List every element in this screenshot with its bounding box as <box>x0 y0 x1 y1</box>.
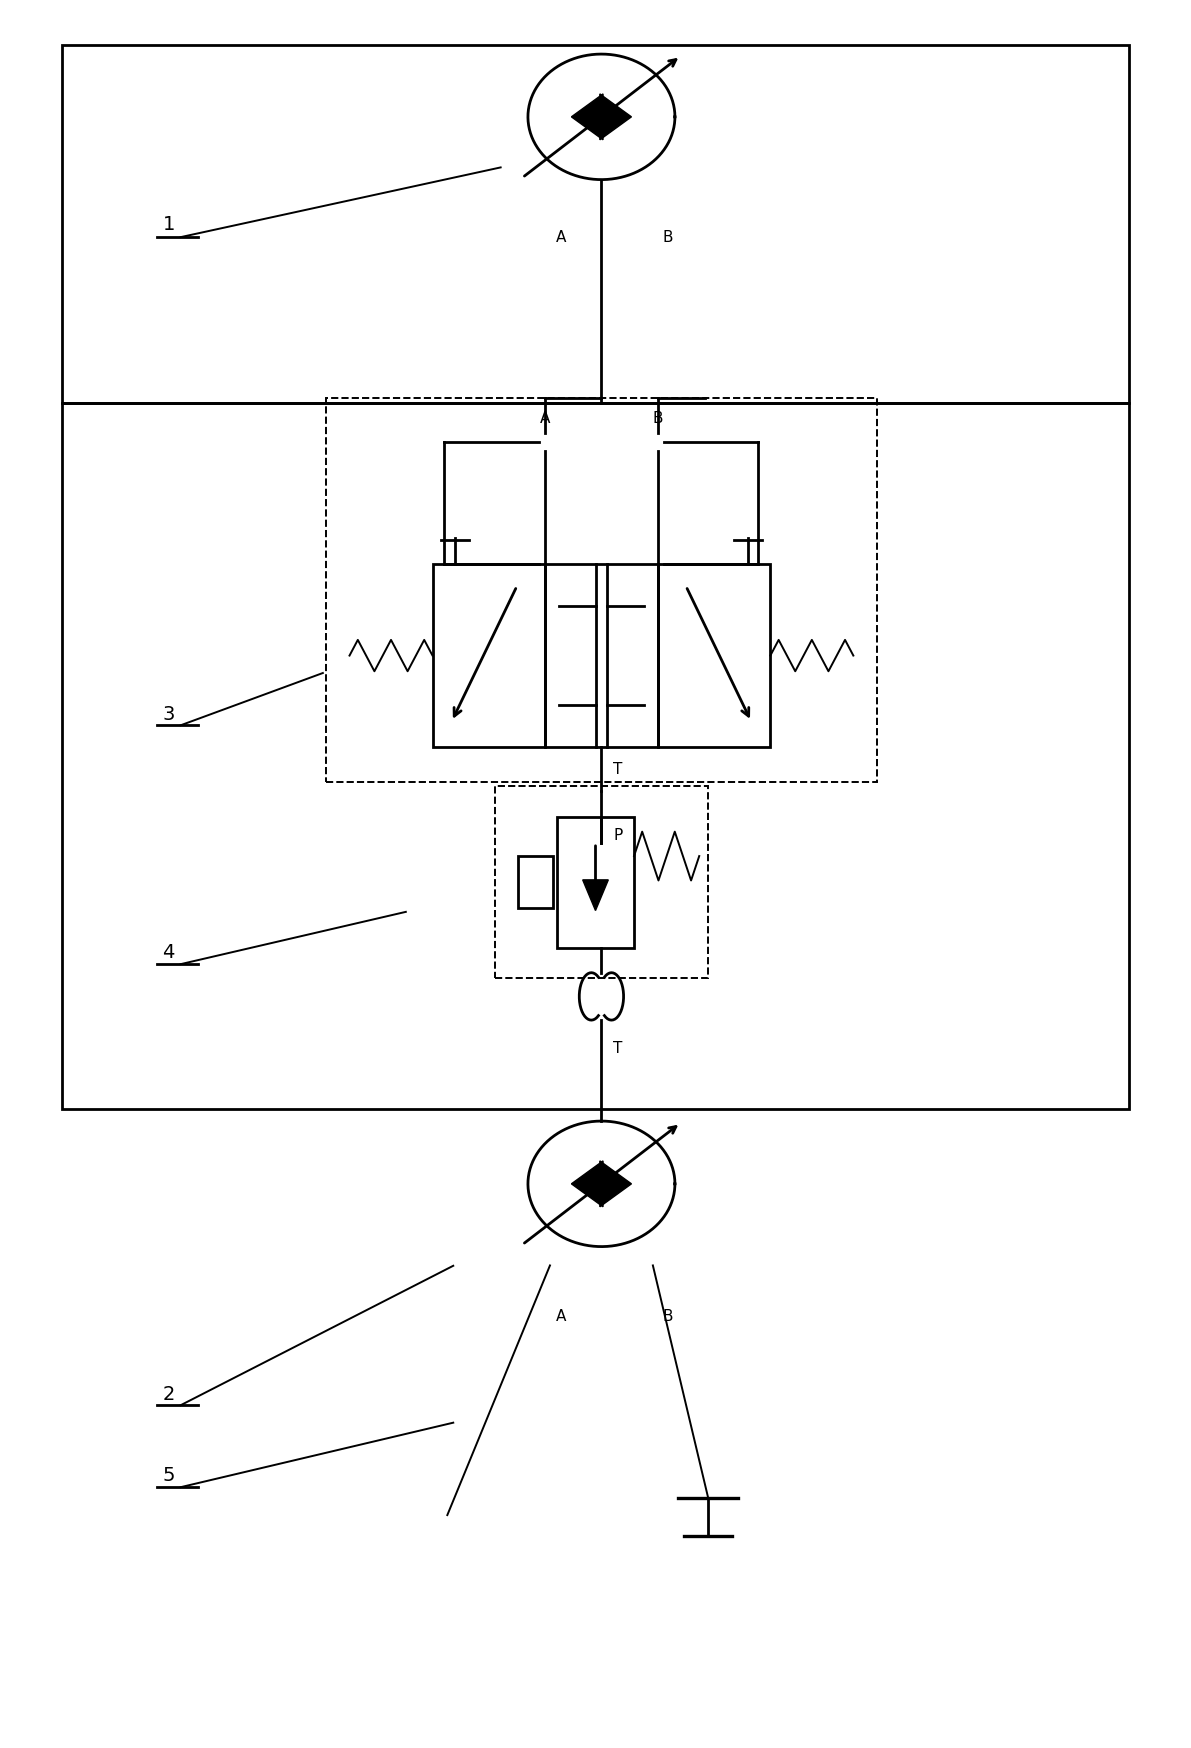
Text: A: A <box>556 229 566 245</box>
Bar <box>557 818 634 947</box>
Text: 5: 5 <box>162 1465 175 1484</box>
Bar <box>657 565 771 748</box>
Text: B: B <box>662 229 673 245</box>
Text: T: T <box>613 760 623 776</box>
Bar <box>494 787 709 979</box>
Text: 4: 4 <box>162 942 175 961</box>
Bar <box>62 404 1129 1110</box>
Polygon shape <box>572 94 603 140</box>
Text: B: B <box>653 411 663 425</box>
Bar <box>518 857 554 909</box>
Polygon shape <box>600 1161 631 1208</box>
Text: A: A <box>540 411 550 425</box>
Text: B: B <box>662 1309 673 1323</box>
Text: P: P <box>613 827 623 843</box>
Text: 3: 3 <box>162 704 175 724</box>
Bar <box>62 47 1129 404</box>
Polygon shape <box>582 881 609 911</box>
Text: 1: 1 <box>162 215 175 234</box>
Bar <box>545 565 657 748</box>
Polygon shape <box>572 1161 603 1208</box>
Polygon shape <box>600 94 631 140</box>
Bar <box>432 565 545 748</box>
Text: A: A <box>556 1309 566 1323</box>
Text: T: T <box>613 1040 623 1056</box>
Bar <box>326 399 877 783</box>
Text: 2: 2 <box>162 1384 175 1402</box>
